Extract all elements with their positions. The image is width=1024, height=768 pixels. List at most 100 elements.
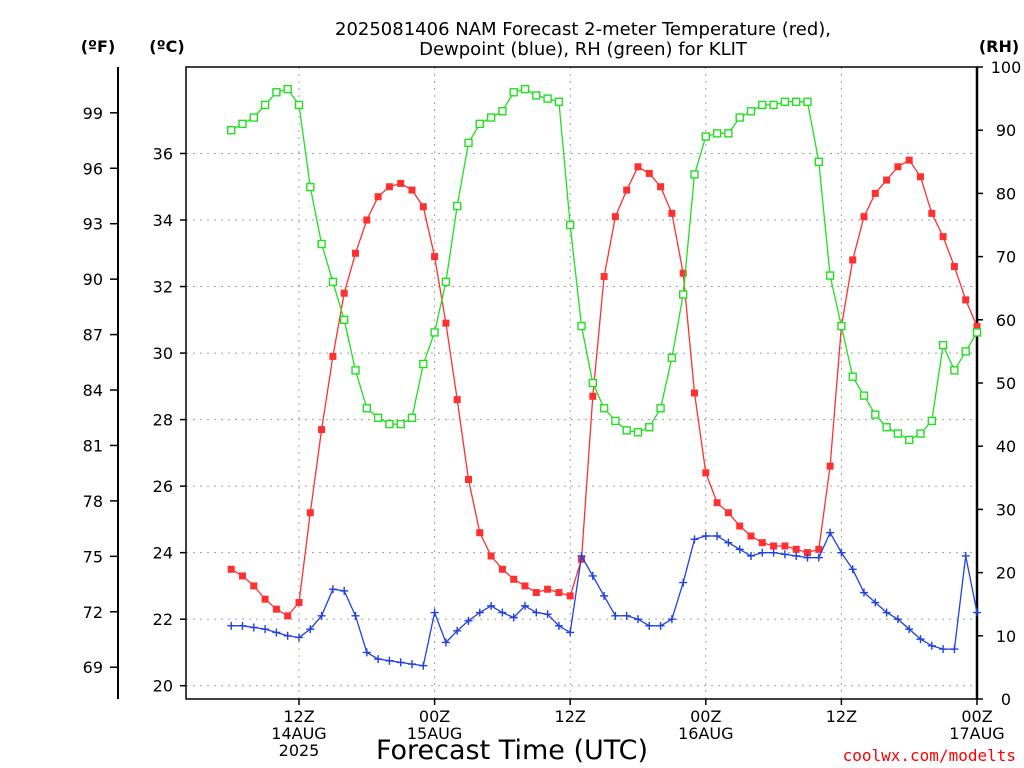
rh-point [645, 423, 654, 432]
dewpoint-point [283, 631, 292, 640]
rh-point [475, 119, 484, 129]
rh-point [758, 100, 767, 110]
rh-tick-label: 0 [1001, 690, 1011, 709]
rh-tick-label: 50 [996, 374, 1016, 393]
temperature-point [498, 565, 506, 573]
dewpoint-point [780, 550, 789, 559]
rh-point [837, 321, 846, 331]
dewpoint-point [769, 548, 778, 557]
rh-point [396, 419, 405, 429]
rh-point [780, 97, 790, 106]
dewpoint-point [973, 608, 981, 617]
dewpoint-point [554, 621, 563, 630]
c-tick-label: 30 [153, 344, 173, 363]
temperature-point [962, 296, 970, 304]
temperature-point [318, 426, 326, 434]
rh-tick-label: 30 [996, 500, 1016, 519]
rh-point [543, 94, 552, 103]
rh-point [306, 182, 315, 192]
rh-point [882, 423, 891, 432]
rh-point [317, 239, 326, 249]
x-tick-label: 00Z [690, 707, 721, 726]
dewpoint-point [634, 615, 642, 624]
dewpoint-point [396, 658, 405, 667]
temperature-point [419, 203, 427, 211]
rh-point [599, 404, 609, 413]
temperature-point [939, 233, 947, 241]
temperature-point [385, 183, 393, 191]
temperature-point [465, 475, 472, 483]
dewpoint-point [611, 611, 620, 620]
temperature-point [702, 469, 710, 477]
temperature-point [917, 173, 924, 181]
rh-point [238, 119, 247, 129]
temperature-point [272, 605, 280, 613]
dewpoint-point [871, 598, 880, 607]
rh-point [566, 220, 575, 230]
rh-point [260, 100, 270, 110]
temperature-point [352, 249, 359, 257]
rh-point [961, 347, 970, 356]
rh-point [611, 416, 620, 426]
dewpoint-point [735, 545, 744, 554]
rh-point [724, 129, 733, 138]
rh-point [373, 413, 383, 422]
dewpoint-point [340, 586, 349, 595]
rh-point [532, 91, 541, 100]
temperature-point [261, 595, 269, 603]
series-line [230, 88, 978, 441]
temperature-point [860, 213, 868, 221]
f-tick-label: 96 [83, 159, 103, 178]
grid-lines [186, 67, 978, 699]
temperature-point [770, 542, 778, 550]
temperature-point [826, 462, 834, 470]
celsius-ticks: 20 22 24 26 28 30 32 34 36 [153, 144, 186, 696]
x-tick-label: 15AUG [407, 724, 462, 743]
credit-text: coolwx.com/modelts [843, 746, 1016, 765]
celsius-unit-label: (ºC) [149, 37, 184, 56]
temperature-point [600, 273, 608, 281]
rh-point [622, 426, 631, 435]
rh-point [871, 410, 880, 419]
rh-point [950, 366, 959, 375]
c-tick-label: 26 [153, 477, 173, 496]
x-tick-label: 00Z [961, 707, 992, 726]
series-2-meter-temperature [227, 156, 981, 620]
rh-point [667, 353, 677, 362]
dewpoint-point [803, 553, 812, 562]
dewpoint-point [487, 601, 496, 610]
f-tick-label: 78 [83, 492, 103, 511]
rh-point [927, 416, 936, 426]
temperature-point [894, 163, 902, 171]
dewpoint-point [588, 571, 597, 580]
x-tick-label: 12Z [283, 707, 314, 726]
temperature-point [544, 585, 552, 593]
rh-point [486, 113, 496, 122]
dewpoint-point [498, 608, 507, 617]
temperature-point [736, 522, 744, 530]
rh-point [690, 170, 699, 179]
rh-point [430, 328, 439, 337]
rh-tick-label: 40 [996, 437, 1016, 456]
temperature-point [679, 269, 687, 277]
c-tick-label: 22 [153, 610, 173, 629]
rh-point [520, 84, 530, 94]
dewpoint-point [543, 610, 552, 619]
rh-point [746, 107, 756, 116]
rh-point [735, 113, 744, 122]
dewpoint-point [713, 532, 722, 541]
temperature-point [431, 253, 439, 261]
rh-point [769, 100, 778, 110]
temperature-point [657, 183, 665, 191]
dewpoint-point [521, 601, 529, 610]
x-tick-label: 2025 [279, 741, 320, 760]
rh-point [803, 97, 812, 106]
rh-point [362, 404, 371, 413]
temperature-point [487, 552, 495, 560]
dewpoint-point [509, 613, 518, 622]
dewpoint-point [927, 641, 936, 650]
rh-tick-label: 70 [996, 248, 1016, 267]
dewpoint-point [882, 608, 891, 617]
rh-tick-label: 100 [991, 58, 1022, 77]
dewpoint-point [566, 628, 575, 637]
